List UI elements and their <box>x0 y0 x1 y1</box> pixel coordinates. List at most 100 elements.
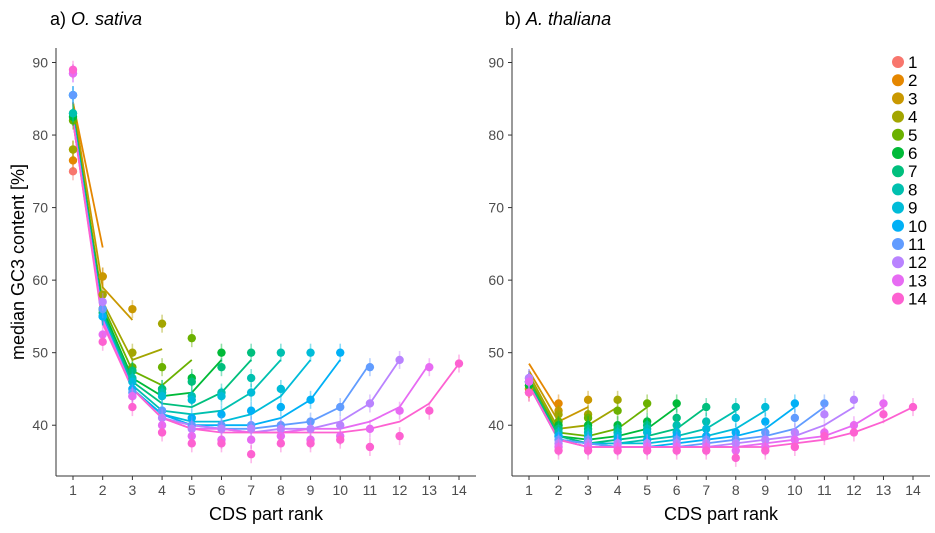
x-tick-label: 5 <box>643 482 651 498</box>
series-point-12 <box>276 424 286 434</box>
x-tick-label: 14 <box>451 482 467 498</box>
series-point-13 <box>790 435 800 444</box>
series-point-9 <box>761 402 770 412</box>
legend-swatch <box>892 201 904 214</box>
legend-label: 14 <box>908 290 927 309</box>
series-point-12 <box>306 424 315 434</box>
series-line-12 <box>72 120 401 434</box>
series-point-12 <box>790 428 800 437</box>
series-point-11 <box>336 402 345 412</box>
series-point-14 <box>128 402 137 412</box>
y-tick-label: 80 <box>32 127 48 143</box>
series-point-13 <box>731 446 740 455</box>
series-point-14 <box>761 446 770 455</box>
series-point-12 <box>157 413 167 423</box>
series-point-9 <box>276 384 286 394</box>
series-point-13 <box>879 399 888 408</box>
x-tick-label: 5 <box>188 482 196 498</box>
series-point-14 <box>246 450 256 459</box>
series-point-3 <box>128 304 137 314</box>
series-point-14 <box>524 388 534 397</box>
series-point-14 <box>879 410 888 419</box>
series-point-8 <box>68 109 78 118</box>
series-point-6 <box>672 399 681 408</box>
panel-title-prefix: b) <box>505 9 526 29</box>
series-point-14 <box>583 446 593 455</box>
x-tick-label: 9 <box>307 482 315 498</box>
series-point-14 <box>613 446 622 455</box>
series-line-2 <box>72 102 104 248</box>
series-point-14 <box>820 431 829 441</box>
x-tick-label: 6 <box>218 482 226 498</box>
series-point-12 <box>849 395 859 405</box>
series-point-13 <box>98 330 107 339</box>
series-point-14 <box>642 446 652 455</box>
series-point-5 <box>583 413 593 423</box>
series-point-14 <box>454 359 464 368</box>
series-point-10 <box>336 348 345 357</box>
series-point-4 <box>68 145 78 154</box>
y-tick-label: 90 <box>488 55 504 71</box>
series-point-6 <box>217 348 226 357</box>
series-point-9 <box>128 377 137 386</box>
x-tick-label: 7 <box>702 482 710 498</box>
series-line-4 <box>72 109 163 362</box>
y-tick-label: 70 <box>32 200 48 216</box>
series-point-13 <box>246 435 256 444</box>
series-point-13 <box>187 431 196 441</box>
series-point-4 <box>98 290 107 299</box>
series-point-14 <box>849 428 859 437</box>
series-point-5 <box>642 399 652 408</box>
series-point-12 <box>98 297 107 307</box>
panel-title-species: O. sativa <box>71 9 142 29</box>
legend-label: 7 <box>908 162 917 181</box>
series-point-12 <box>731 439 740 448</box>
series-point-9 <box>246 388 256 397</box>
legend-label: 2 <box>908 71 917 90</box>
x-tick-label: 8 <box>732 482 740 498</box>
series-point-10 <box>790 399 800 408</box>
series-point-14 <box>98 337 107 346</box>
series-point-14 <box>395 431 404 441</box>
series-point-5 <box>187 333 196 343</box>
x-tick-label: 11 <box>817 482 832 498</box>
series-point-7 <box>128 366 137 376</box>
x-tick-label: 4 <box>614 482 622 498</box>
series-point-8 <box>702 417 711 426</box>
panel-title-species: A. thaliana <box>525 9 611 29</box>
legend-swatch <box>892 110 904 123</box>
x-tick-label: 1 <box>69 482 77 498</box>
series-point-9 <box>642 428 652 437</box>
y-tick-label: 40 <box>32 417 48 433</box>
series-point-10 <box>276 402 286 412</box>
x-tick-label: 11 <box>363 482 378 498</box>
x-tick-label: 10 <box>787 482 803 498</box>
series-point-10 <box>217 410 226 419</box>
x-tick-label: 9 <box>761 482 769 498</box>
legend-label: 5 <box>908 126 917 145</box>
series-point-14 <box>336 435 345 444</box>
x-tick-label: 8 <box>277 482 285 498</box>
series-point-10 <box>761 417 770 426</box>
series-point-5 <box>613 406 622 415</box>
legend-label: 6 <box>908 144 917 163</box>
y-tick-label: 40 <box>488 417 504 433</box>
series-line-8 <box>72 116 282 416</box>
y-tick-label: 60 <box>32 272 48 288</box>
series-point-4 <box>554 410 563 419</box>
x-tick-label: 13 <box>422 482 438 498</box>
legend-label: 8 <box>908 180 917 199</box>
series-point-13 <box>157 421 167 430</box>
x-tick-label: 1 <box>525 482 533 498</box>
series-point-11 <box>157 406 167 415</box>
y-tick-label: 80 <box>488 127 504 143</box>
series-point-10 <box>98 312 107 321</box>
x-axis-title: CDS part rank <box>209 504 324 524</box>
y-tick-label: 60 <box>488 272 504 288</box>
y-tick-label: 50 <box>488 345 504 361</box>
series-point-14 <box>187 439 196 448</box>
series-point-12 <box>365 399 375 408</box>
series-point-13 <box>524 377 534 386</box>
series-point-11 <box>365 362 375 372</box>
